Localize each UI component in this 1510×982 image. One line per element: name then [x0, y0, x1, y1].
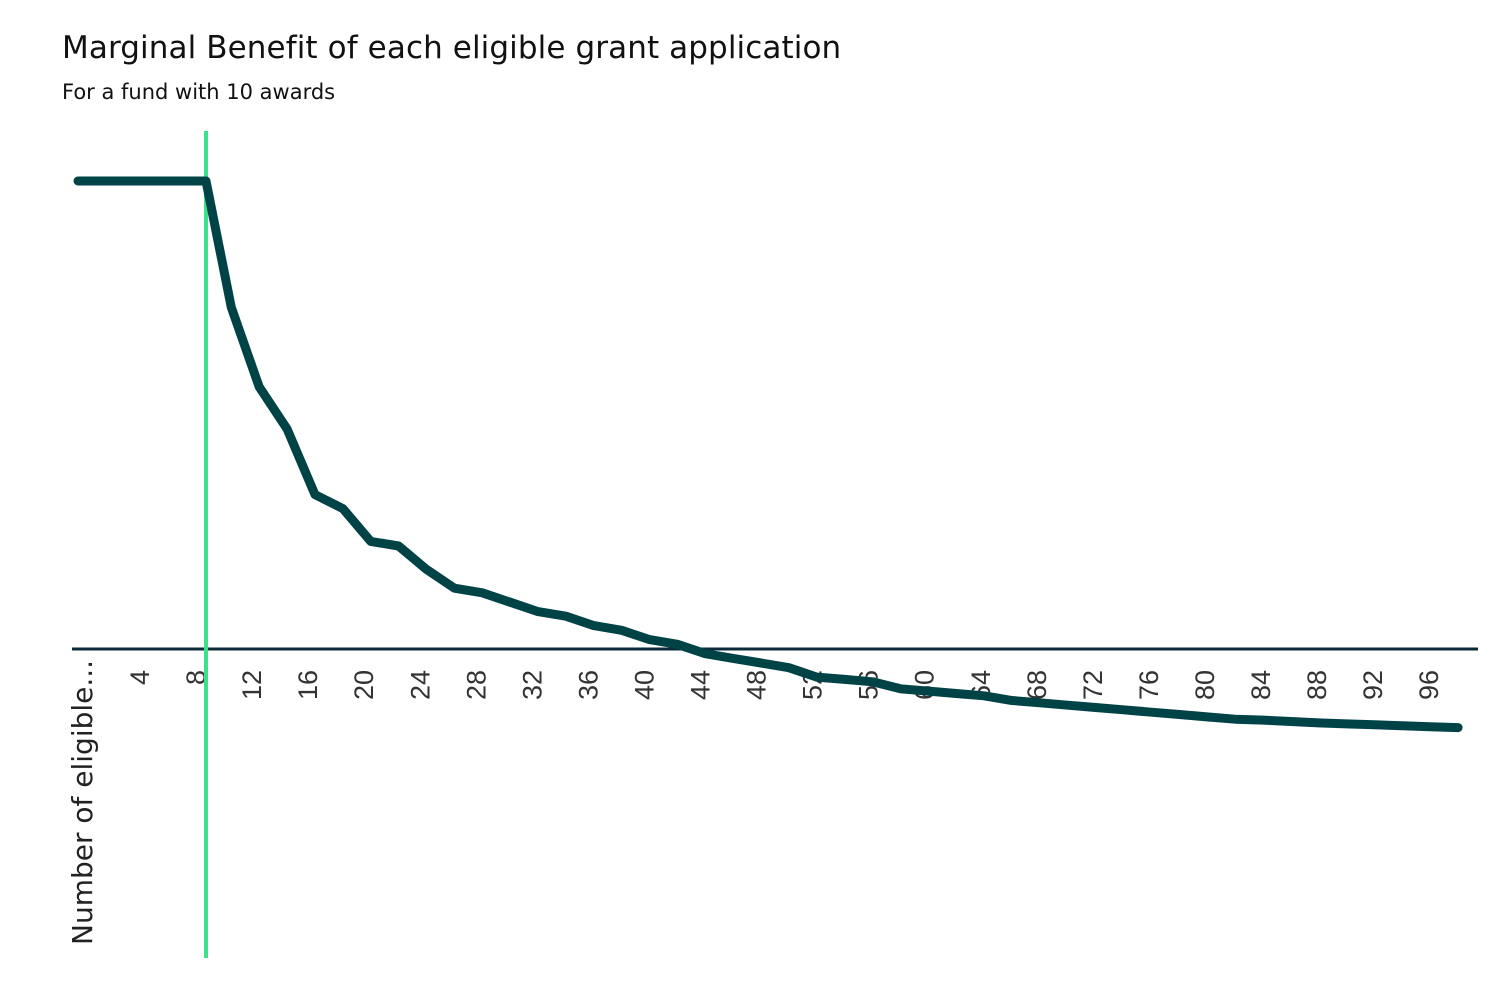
- x-tick-label: 96: [1414, 670, 1444, 700]
- x-tick-label: 88: [1302, 670, 1332, 700]
- x-tick-label: 28: [461, 670, 491, 700]
- series-line-marginal-benefit: [73, 176, 1463, 733]
- chart-subtitle: For a fund with 10 awards: [62, 80, 336, 104]
- x-tick-label: 36: [573, 670, 603, 700]
- x-tick-label: 12: [237, 670, 267, 700]
- x-tick-label: 20: [349, 670, 379, 700]
- x-tick-label: 72: [1078, 670, 1108, 700]
- x-tick-label: 84: [1246, 670, 1276, 700]
- x-tick-label: 92: [1358, 670, 1388, 700]
- chart-title: Marginal Benefit of each eligible grant …: [62, 30, 842, 66]
- x-tick-label: 32: [517, 670, 547, 700]
- x-tick-label: 76: [1134, 670, 1164, 700]
- x-tick-labels: 4 8 12 16 20 24 28 32 36 40 44 48 52 56 60 64 68 72 76 80 84…: [125, 670, 1444, 700]
- x-tick-label: 24: [405, 670, 435, 700]
- x-tick-label: 80: [1190, 670, 1220, 700]
- x-tick-label: 8: [181, 670, 211, 685]
- x-tick-label: 40: [630, 670, 660, 700]
- x-tick-label: 68: [1022, 670, 1052, 700]
- x-tick-label: 4: [125, 670, 155, 685]
- x-tick-label: 44: [686, 670, 716, 700]
- x-axis-title: Number of eligible...: [66, 660, 99, 945]
- x-tick-label: 48: [742, 670, 772, 700]
- x-tick-label: 16: [293, 670, 323, 700]
